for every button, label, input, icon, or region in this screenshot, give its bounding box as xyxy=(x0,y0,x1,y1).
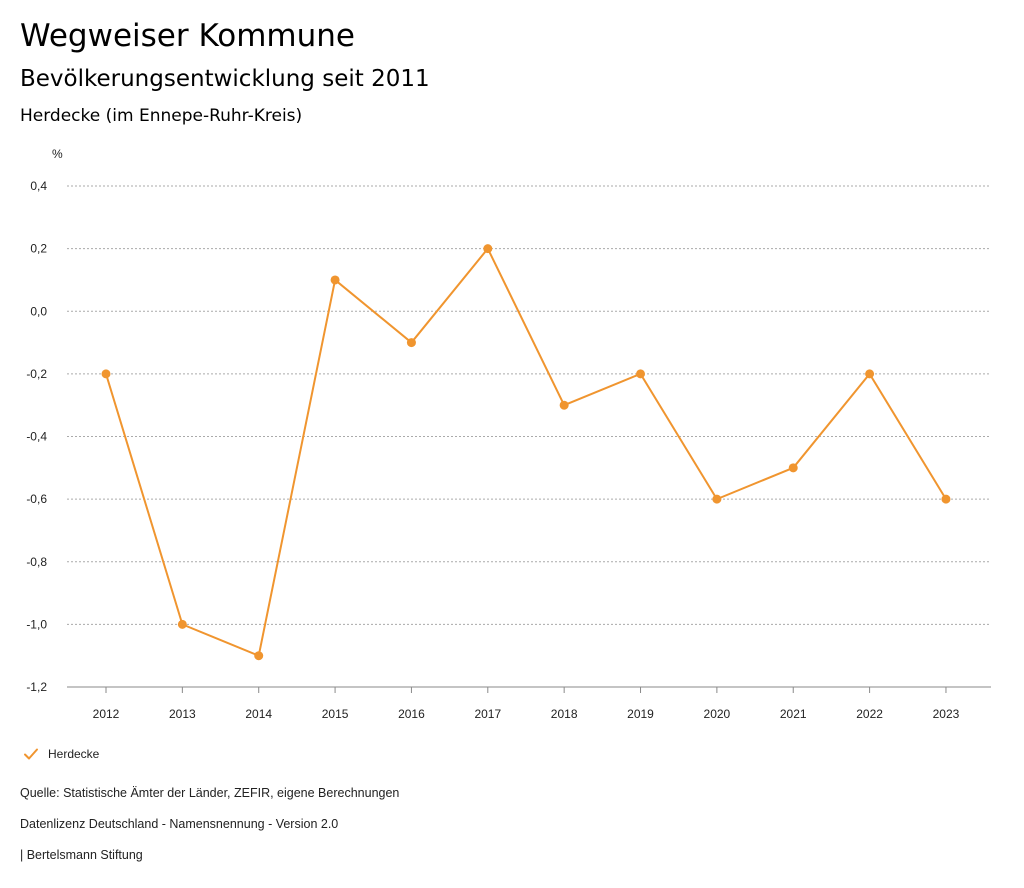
source-note: Quelle: Statistische Ämter der Länder, Z… xyxy=(20,786,400,800)
y-axis-unit-label: % xyxy=(52,147,63,161)
data-point-2017[interactable] xyxy=(483,244,493,254)
y-tick-label: 0,2 xyxy=(30,242,47,256)
y-tick-label: -0,4 xyxy=(26,430,47,444)
x-tick-label: 2016 xyxy=(398,707,425,721)
x-tick-label: 2015 xyxy=(322,707,349,721)
y-tick-label: 0,4 xyxy=(30,179,47,193)
data-point-2023[interactable] xyxy=(941,494,951,504)
series-line-herdecke[interactable] xyxy=(105,247,947,657)
data-point-2015[interactable] xyxy=(330,275,340,285)
x-tick-label: 2012 xyxy=(93,707,120,721)
x-tick-label: 2018 xyxy=(551,707,578,721)
data-point-2019[interactable] xyxy=(636,369,646,379)
series-herdecke[interactable] xyxy=(101,244,951,661)
check-icon xyxy=(24,748,38,760)
x-tick-label: 2014 xyxy=(245,707,272,721)
y-tick-label: -1,2 xyxy=(26,680,47,694)
chart-legend[interactable]: Herdecke xyxy=(22,744,99,764)
y-tick-label: 0,0 xyxy=(30,304,47,318)
data-point-2016[interactable] xyxy=(406,338,416,348)
y-tick-label: -0,8 xyxy=(26,555,47,569)
data-point-2018[interactable] xyxy=(559,400,569,410)
x-tick-label: 2019 xyxy=(627,707,654,721)
axes: 0,4 0,2 0,0 -0,2 -0,4 -0,6 -0,8 -1,0 -1,2 2012 201… xyxy=(26,179,991,721)
legend-label-herdecke: Herdecke xyxy=(48,747,100,761)
x-tick-label: 2021 xyxy=(780,707,807,721)
x-tick-label: 2013 xyxy=(169,707,196,721)
x-tick-label: 2017 xyxy=(474,707,501,721)
y-tick-label: -0,2 xyxy=(26,367,47,381)
license-note: Datenlizenz Deutschland - Namensnennung … xyxy=(20,817,339,831)
data-point-2021[interactable] xyxy=(788,463,798,473)
x-tick-label: 2023 xyxy=(933,707,960,721)
x-tick-label: 2020 xyxy=(704,707,731,721)
line-chart: % 0,4 0,2 0,0 -0,2 -0,4 -0,6 -0,8 -1,0 -1,2 2012 2… xyxy=(26,147,991,721)
data-point-2012[interactable] xyxy=(101,369,111,379)
data-point-2022[interactable] xyxy=(865,369,875,379)
data-point-2014[interactable] xyxy=(254,651,264,661)
gridlines xyxy=(67,185,991,688)
y-tick-label: -1,0 xyxy=(26,617,47,631)
page-title: Wegweiser Kommune xyxy=(20,18,355,54)
chart-subtitle: Bevölkerungsentwicklung seit 2011 xyxy=(20,66,430,92)
publisher-note: | Bertelsmann Stiftung xyxy=(20,848,143,862)
data-point-2020[interactable] xyxy=(712,494,722,504)
x-tick-label: 2022 xyxy=(856,707,883,721)
y-tick-label: -0,6 xyxy=(26,492,47,506)
region-label: Herdecke (im Ennepe-Ruhr-Kreis) xyxy=(20,106,303,126)
data-point-2013[interactable] xyxy=(177,619,187,629)
